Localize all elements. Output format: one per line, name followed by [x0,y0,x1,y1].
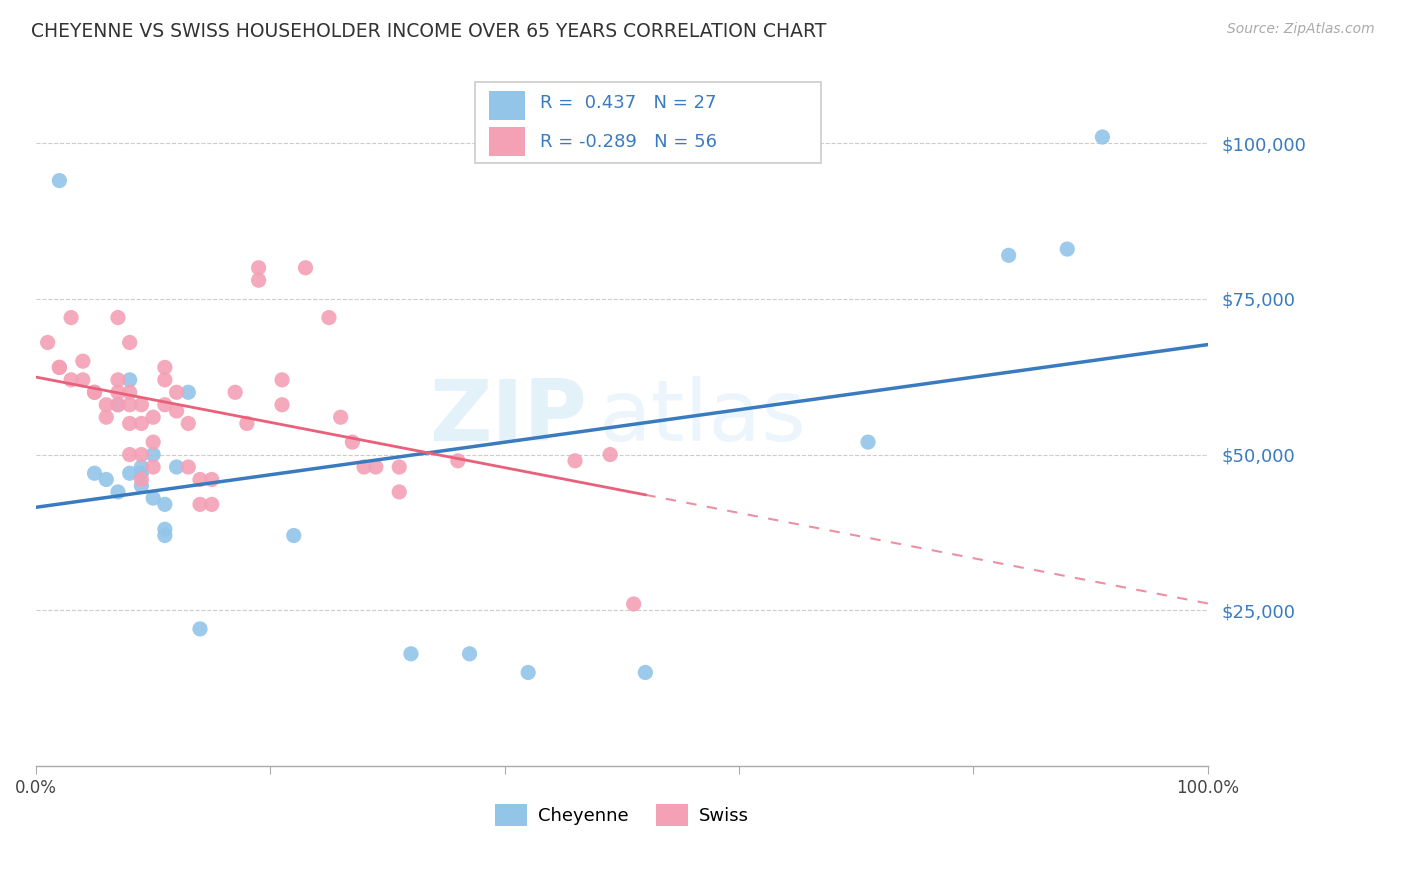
FancyBboxPatch shape [489,127,524,156]
Point [364,460,387,475]
Point [142,491,165,505]
FancyBboxPatch shape [489,91,524,120]
Point [318,310,340,325]
Point [107,385,129,400]
Point [107,398,129,412]
Point [83,385,105,400]
Point [118,417,141,431]
Legend: Cheyenne, Swiss: Cheyenne, Swiss [488,797,756,833]
Point [399,647,422,661]
Point [153,528,176,542]
Point [153,360,176,375]
Point [131,460,153,475]
Point [517,665,540,680]
Point [177,417,200,431]
Point [342,435,364,450]
Point [131,417,153,431]
Point [153,522,176,536]
Point [107,373,129,387]
Point [48,360,70,375]
Point [142,410,165,425]
Point [118,398,141,412]
Point [118,373,141,387]
Point [188,497,211,511]
Point [131,473,153,487]
Point [37,335,59,350]
Text: CHEYENNE VS SWISS HOUSEHOLDER INCOME OVER 65 YEARS CORRELATION CHART: CHEYENNE VS SWISS HOUSEHOLDER INCOME OVE… [31,22,827,41]
Point [188,473,211,487]
Point [166,385,188,400]
Point [142,448,165,462]
Point [329,410,352,425]
Point [388,484,411,499]
Point [177,385,200,400]
Point [1091,130,1114,145]
Point [83,467,105,481]
Point [271,373,294,387]
Point [96,398,118,412]
Point [131,478,153,492]
Point [142,435,165,450]
Point [294,260,316,275]
Text: R =  0.437   N = 27: R = 0.437 N = 27 [540,95,717,112]
Point [153,497,176,511]
Point [118,385,141,400]
Point [131,467,153,481]
Point [72,354,94,368]
Point [107,484,129,499]
Point [177,460,200,475]
Point [271,398,294,412]
Point [153,398,176,412]
Point [142,460,165,475]
Point [1056,242,1078,256]
Point [118,448,141,462]
Point [353,460,375,475]
Point [60,310,83,325]
Point [131,398,153,412]
Point [564,454,586,468]
Point [388,460,411,475]
Point [153,373,176,387]
Point [48,360,70,375]
Point [96,410,118,425]
Point [60,373,83,387]
Point [131,448,153,462]
Point [201,473,224,487]
Point [107,398,129,412]
FancyBboxPatch shape [475,82,821,162]
Point [72,373,94,387]
Point [224,385,246,400]
Point [107,310,129,325]
Point [236,417,259,431]
Point [997,248,1019,262]
Point [623,597,645,611]
Point [166,460,188,475]
Point [118,335,141,350]
Point [856,435,879,450]
Text: ZIP: ZIP [429,376,586,458]
Point [118,467,141,481]
Point [283,528,305,542]
Text: Source: ZipAtlas.com: Source: ZipAtlas.com [1227,22,1375,37]
Point [188,622,211,636]
Point [247,273,270,287]
Point [458,647,481,661]
Point [166,404,188,418]
Point [96,473,118,487]
Point [599,448,621,462]
Text: R = -0.289   N = 56: R = -0.289 N = 56 [540,133,717,151]
Point [201,497,224,511]
Point [447,454,470,468]
Point [48,173,70,187]
Point [634,665,657,680]
Text: atlas: atlas [599,376,807,458]
Point [83,385,105,400]
Point [247,260,270,275]
